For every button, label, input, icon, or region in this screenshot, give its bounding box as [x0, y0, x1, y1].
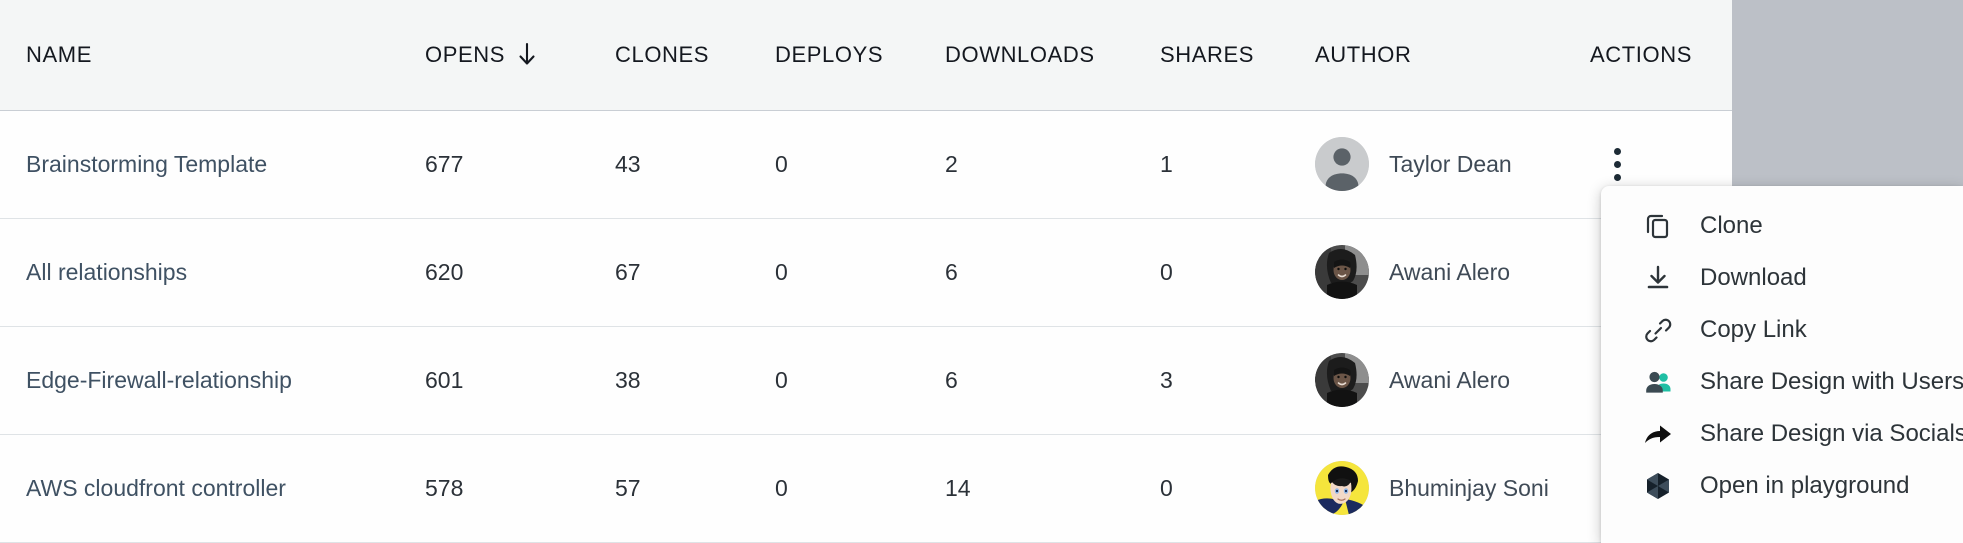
column-header-author-label: AUTHOR: [1315, 41, 1412, 67]
column-header-author[interactable]: AUTHOR: [1315, 0, 1590, 110]
hexagon-pinwheel-icon: [1642, 470, 1674, 502]
author-name: Awani Alero: [1389, 366, 1511, 393]
column-header-downloads-label: DOWNLOADS: [945, 41, 1095, 67]
share-arrow-icon: [1642, 418, 1674, 450]
column-header-name-label: NAME: [26, 41, 92, 67]
cell-downloads: 6: [945, 366, 958, 393]
menu-item-label: Open in playground: [1700, 472, 1910, 499]
column-header-clones[interactable]: CLONES: [615, 0, 775, 110]
designs-table: NAME OPENS: [0, 0, 1732, 542]
cell-opens: 620: [425, 258, 464, 285]
people-icon: [1642, 366, 1674, 398]
design-name-link[interactable]: All relationships: [26, 258, 188, 285]
menu-item-download[interactable]: Download: [1601, 252, 1963, 304]
cell-deploys: 0: [775, 150, 788, 177]
table-header: NAME OPENS: [0, 0, 1732, 110]
menu-item-label: Share Design with Users: [1700, 368, 1963, 395]
column-header-name[interactable]: NAME: [0, 0, 425, 110]
content-panel: NAME OPENS: [0, 0, 1732, 543]
author-name: Taylor Dean: [1389, 150, 1512, 177]
table-row[interactable]: Brainstorming Template 677 43 0 2 1: [0, 110, 1732, 218]
column-header-shares-label: SHARES: [1160, 41, 1255, 67]
actions-context-menu[interactable]: Clone Download Copy Link: [1601, 186, 1963, 543]
column-header-deploys[interactable]: DEPLOYS: [775, 0, 945, 110]
arrow-down-icon: [517, 42, 537, 68]
download-icon: [1642, 262, 1674, 294]
column-header-shares[interactable]: SHARES: [1160, 0, 1315, 110]
cell-author: Bhuminjay Soni: [1315, 434, 1590, 542]
column-header-downloads[interactable]: DOWNLOADS: [945, 0, 1160, 110]
menu-item-share-with-users[interactable]: Share Design with Users: [1601, 356, 1963, 408]
cell-author: Awani Alero: [1315, 218, 1590, 326]
cell-downloads: 2: [945, 150, 958, 177]
cell-clones: 67: [615, 258, 641, 285]
kebab-menu-icon[interactable]: [1604, 147, 1630, 181]
column-header-actions: ACTIONS: [1590, 0, 1732, 110]
cell-author: Awani Alero: [1315, 326, 1590, 434]
table-header-row: NAME OPENS: [0, 0, 1732, 110]
menu-item-label: Copy Link: [1700, 316, 1807, 343]
cell-opens: 601: [425, 366, 464, 393]
cell-deploys: 0: [775, 474, 788, 501]
cell-shares: 0: [1160, 474, 1173, 501]
menu-item-label: Share Design via Socials: [1700, 420, 1963, 447]
cell-downloads: 14: [945, 474, 971, 501]
menu-item-copy-link[interactable]: Copy Link: [1601, 304, 1963, 356]
column-header-deploys-label: DEPLOYS: [775, 41, 884, 67]
cell-deploys: 0: [775, 366, 788, 393]
table-body: Brainstorming Template 677 43 0 2 1: [0, 110, 1732, 542]
menu-item-clone[interactable]: Clone: [1601, 200, 1963, 252]
author-name: Awani Alero: [1389, 258, 1511, 285]
design-name-link[interactable]: Edge-Firewall-relationship: [26, 366, 292, 393]
author-name: Bhuminjay Soni: [1389, 474, 1549, 501]
avatar: [1315, 353, 1369, 407]
cell-shares: 0: [1160, 258, 1173, 285]
column-header-clones-label: CLONES: [615, 41, 710, 67]
cell-deploys: 0: [775, 258, 788, 285]
menu-item-share-via-socials[interactable]: Share Design via Socials: [1601, 408, 1963, 460]
column-header-opens[interactable]: OPENS: [425, 0, 615, 110]
cell-opens: 677: [425, 150, 464, 177]
design-name-link[interactable]: Brainstorming Template: [26, 150, 268, 177]
table-row[interactable]: Edge-Firewall-relationship 601 38 0 6 3: [0, 326, 1732, 434]
column-header-actions-label: ACTIONS: [1590, 41, 1692, 67]
link-icon: [1642, 314, 1674, 346]
table-row[interactable]: All relationships 620 67 0 6 0: [0, 218, 1732, 326]
cell-shares: 3: [1160, 366, 1173, 393]
cell-opens: 578: [425, 474, 464, 501]
avatar: [1315, 245, 1369, 299]
cell-author: Taylor Dean: [1315, 110, 1590, 218]
avatar: [1315, 137, 1369, 191]
column-header-opens-label: OPENS: [425, 41, 506, 67]
avatar: [1315, 461, 1369, 515]
table-row[interactable]: AWS cloudfront controller 578 57 0 14 0: [0, 434, 1732, 542]
cell-clones: 57: [615, 474, 641, 501]
menu-item-label: Download: [1700, 264, 1807, 291]
cell-clones: 38: [615, 366, 641, 393]
cell-downloads: 6: [945, 258, 958, 285]
menu-item-label: Clone: [1700, 212, 1763, 239]
cell-clones: 43: [615, 150, 641, 177]
cell-shares: 1: [1160, 150, 1173, 177]
cell-actions: [1590, 110, 1732, 218]
menu-item-open-in-playground[interactable]: Open in playground: [1601, 460, 1963, 512]
copy-icon: [1642, 210, 1674, 242]
design-name-link[interactable]: AWS cloudfront controller: [26, 474, 286, 501]
